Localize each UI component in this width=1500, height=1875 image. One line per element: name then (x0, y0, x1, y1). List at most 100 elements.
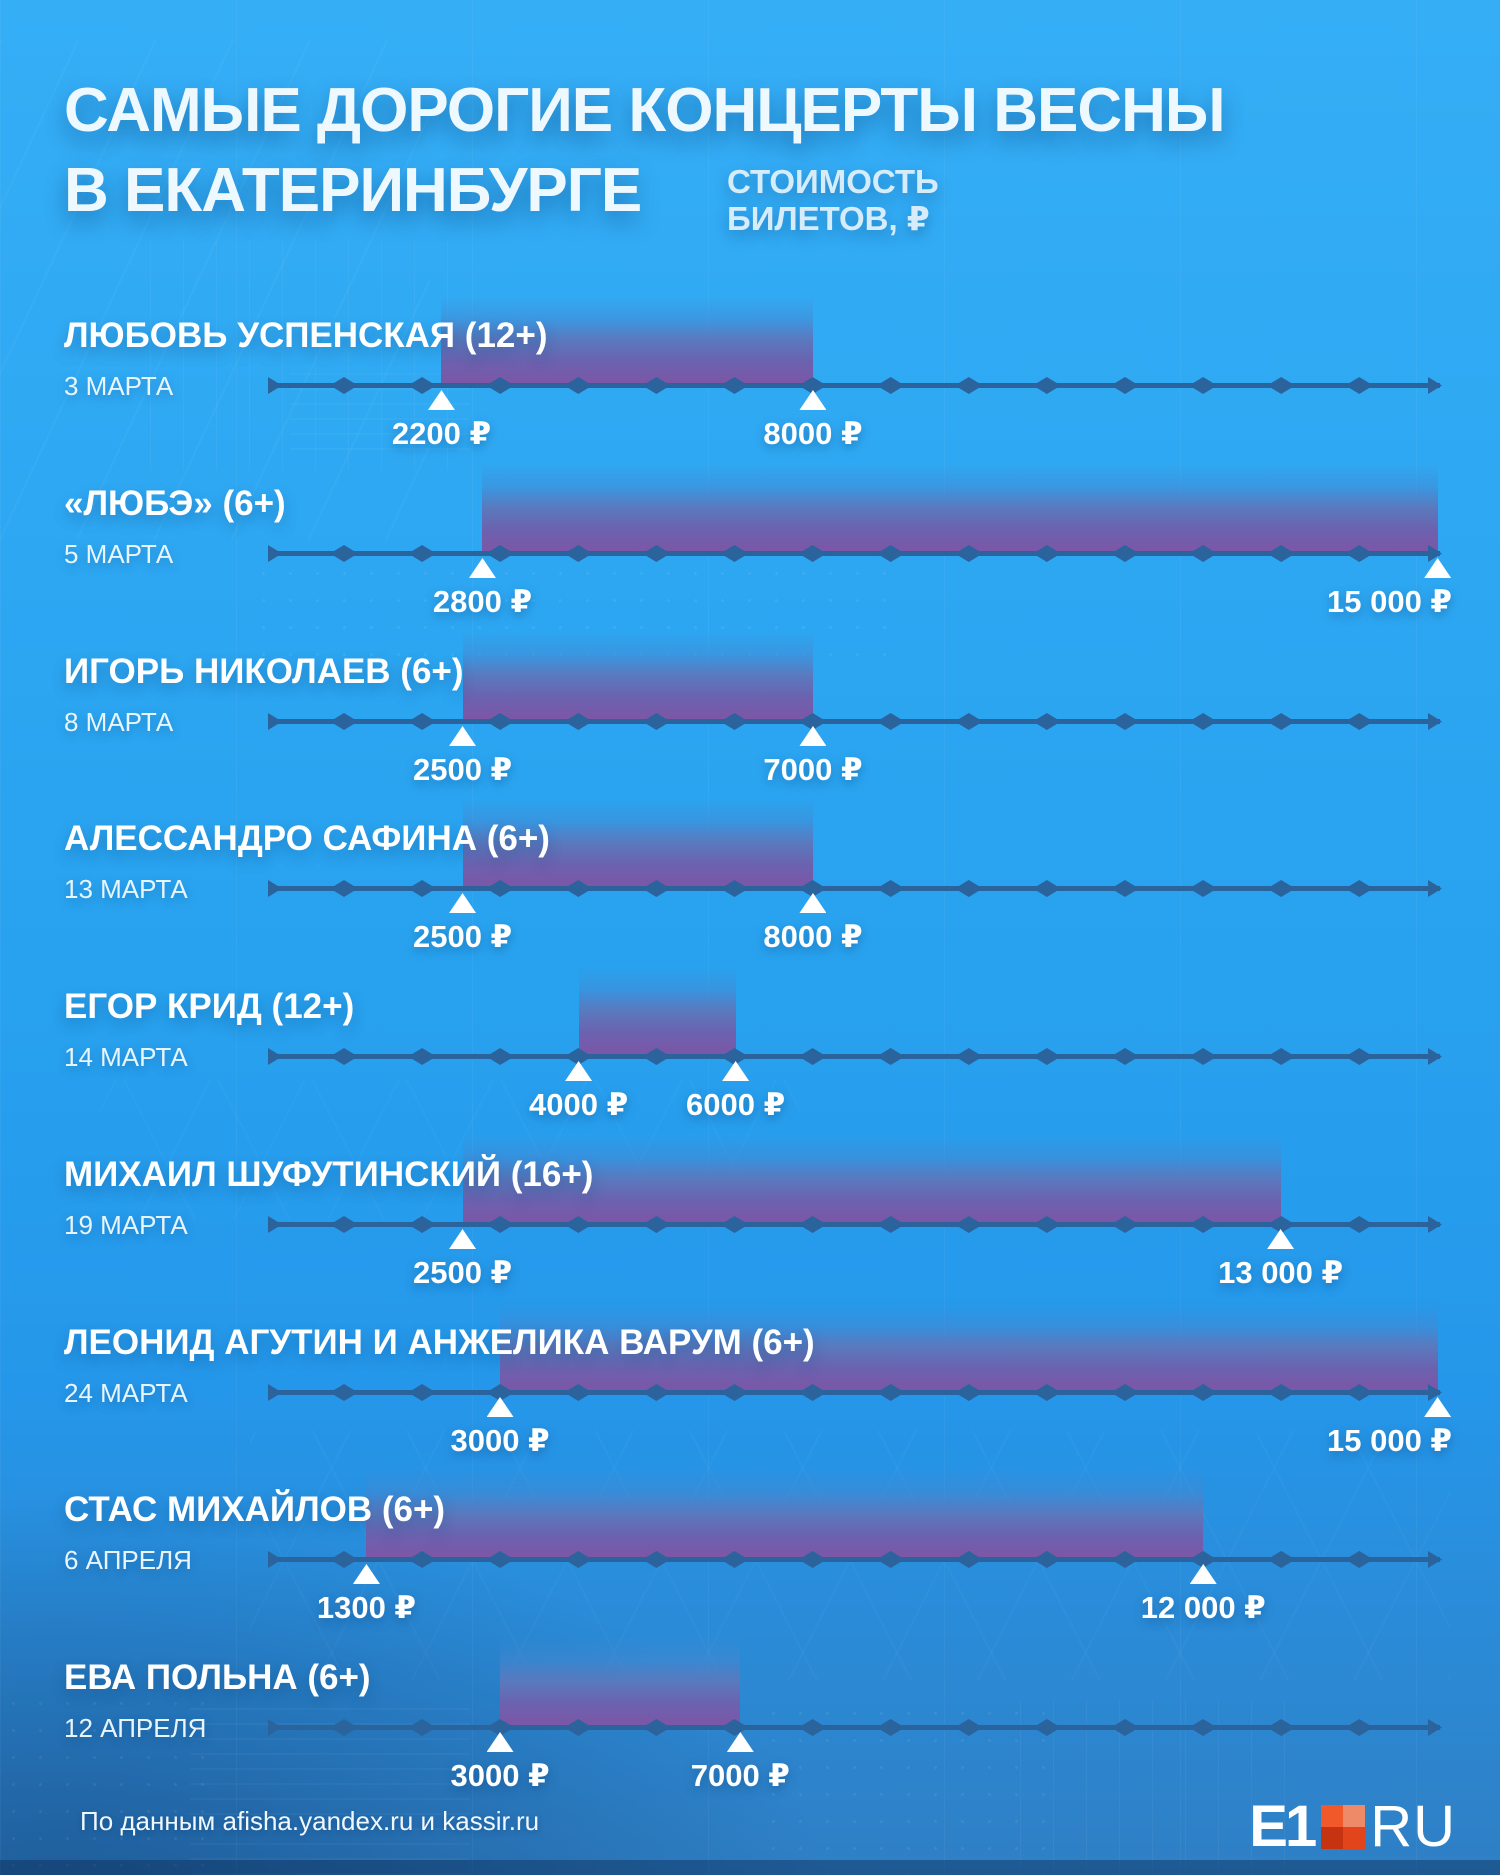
concert-date: 3 МАРТА (64, 371, 174, 401)
price-range-bar (578, 966, 736, 1056)
scale-diamond-icon (720, 713, 749, 730)
max-price-label: 7000 ₽ (690, 1758, 790, 1793)
e1ru-logo: E1 RU (1249, 1798, 1456, 1856)
scale-diamond-icon (876, 1216, 905, 1233)
concert-date: 5 МАРТА (64, 539, 174, 569)
min-price-marker-icon (352, 1564, 380, 1584)
scale-diamond-icon (954, 377, 983, 394)
max-price-label: 8000 ₽ (763, 416, 863, 451)
scale-diamond-icon (408, 1551, 437, 1568)
scale-diamond-icon (408, 880, 437, 897)
max-price-marker-icon (1189, 1564, 1217, 1584)
price-range-bar (462, 798, 813, 888)
scale-diamond-icon (798, 1551, 827, 1568)
scale-diamond-icon (408, 1048, 437, 1065)
scale-diamond-icon (564, 1048, 593, 1065)
max-price-label: 7000 ₽ (763, 752, 863, 787)
min-price-marker-icon (449, 1229, 477, 1249)
concert-date: 8 МАРТА (64, 707, 174, 737)
scale-start-arrow-icon (268, 1719, 282, 1736)
min-price-marker-icon (565, 1061, 593, 1081)
artist-name: АЛЕССАНДРО САФИНА (6+) (64, 819, 550, 858)
min-price-label: 3000 ₽ (450, 1423, 550, 1458)
price-scale-line (268, 1216, 1442, 1233)
scale-diamond-icon (798, 377, 827, 394)
scale-diamond-icon (486, 377, 515, 394)
scale-diamond-icon (642, 545, 671, 562)
scale-diamond-icon (408, 377, 437, 394)
scale-diamond-icon (486, 1048, 515, 1065)
scale-diamond-icon (408, 713, 437, 730)
concert-date: 14 МАРТА (64, 1042, 188, 1072)
scale-diamond-icon (720, 377, 749, 394)
scale-diamond-icon (1189, 1048, 1218, 1065)
scale-diamond-icon (1111, 1048, 1139, 1065)
scale-start-arrow-icon (268, 713, 282, 730)
scale-diamond-icon (486, 1719, 515, 1736)
scale-diamond-icon (798, 1384, 827, 1401)
scale-diamond-icon (1189, 1384, 1218, 1401)
scale-diamond-icon (408, 1719, 437, 1736)
scale-diamond-icon (330, 1216, 358, 1233)
scale-diamond-icon (1111, 1551, 1139, 1568)
scale-diamond-icon (564, 1719, 593, 1736)
artist-name: «ЛЮБЭ» (6+) (64, 484, 286, 523)
scale-diamond-icon (564, 1384, 593, 1401)
logo-e1-text: E1 (1249, 1794, 1317, 1859)
min-price-label: 3000 ₽ (450, 1758, 550, 1793)
scale-diamond-icon (1032, 1048, 1061, 1065)
scale-diamond-icon (798, 1216, 827, 1233)
scale-diamond-icon (876, 1719, 905, 1736)
bg-stripes-pattern (190, 1695, 470, 1875)
scale-diamond-icon (1267, 880, 1296, 897)
scale-diamond-icon (1189, 377, 1218, 394)
scale-diamond-icon (564, 377, 593, 394)
scale-diamond-icon (954, 713, 983, 730)
max-price-label: 13 000 ₽ (1218, 1255, 1344, 1290)
scale-diamond-icon (1111, 880, 1139, 897)
scale-diamond-icon (1032, 880, 1061, 897)
scale-diamond-icon (1267, 545, 1296, 562)
scale-diamond-icon (876, 545, 905, 562)
scale-diamond-icon (954, 1551, 983, 1568)
artist-name: СТАС МИХАЙЛОВ (6+) (64, 1490, 446, 1529)
scale-diamond-icon (1111, 1719, 1139, 1736)
scale-diamond-icon (486, 1384, 515, 1401)
scale-diamond-icon (1111, 1384, 1139, 1401)
subtitle-line1: СТОИМОСТЬ (727, 163, 939, 200)
scale-diamond-icon (642, 713, 671, 730)
min-price-label: 2800 ₽ (432, 584, 533, 619)
scale-start-arrow-icon (268, 1551, 282, 1568)
scale-diamond-icon (1267, 1384, 1296, 1401)
concert-date: 6 АПРЕЛЯ (64, 1545, 192, 1575)
min-price-label: 2500 ₽ (412, 1255, 513, 1290)
scale-diamond-icon (1267, 377, 1296, 394)
price-range-bar (462, 631, 813, 721)
logo-orange-square-icon (1321, 1805, 1366, 1849)
max-price-label: 8000 ₽ (763, 919, 863, 954)
scale-diamond-icon (1345, 1719, 1374, 1736)
scale-diamond-icon (954, 1384, 983, 1401)
price-scale-line (268, 713, 1442, 730)
scale-diamond-icon (486, 880, 515, 897)
scale-diamond-icon (1267, 1719, 1296, 1736)
scale-diamond-icon (486, 545, 515, 562)
scale-diamond-icon (330, 377, 358, 394)
scale-diamond-icon (954, 1048, 983, 1065)
max-price-label: 15 000 ₽ (1327, 1423, 1452, 1458)
scale-diamond-icon (1345, 1048, 1374, 1065)
scale-diamond-icon (330, 1551, 358, 1568)
scale-diamond-icon (954, 880, 983, 897)
main-title-line1: САМЫЕ ДОРОГИЕ КОНЦЕРТЫ ВЕСНЫ (64, 76, 1226, 145)
scale-diamond-icon (1345, 713, 1374, 730)
price-scale-line (268, 880, 1442, 897)
scale-diamond-icon (954, 1216, 983, 1233)
scale-diamond-icon (876, 880, 905, 897)
scale-diamond-icon (1032, 1719, 1061, 1736)
min-price-marker-icon (427, 390, 455, 410)
scale-diamond-icon (642, 1384, 671, 1401)
scale-end-arrow-icon (1428, 1048, 1442, 1065)
scale-diamond-icon (1345, 545, 1374, 562)
scale-diamond-icon (564, 1551, 593, 1568)
